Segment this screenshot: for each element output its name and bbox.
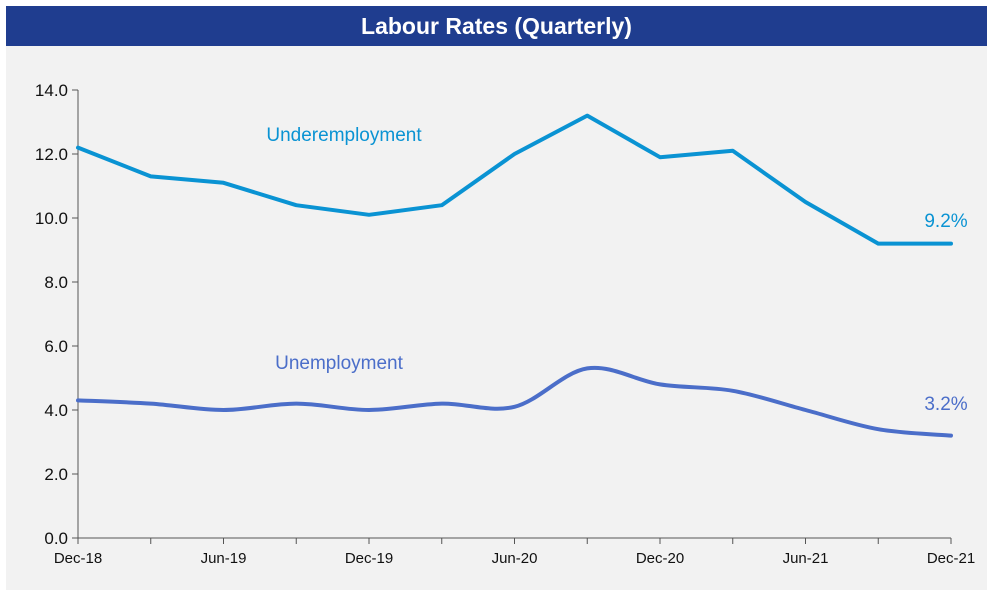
y-tick-label: 14.0 [35, 81, 68, 100]
x-tick-label: Jun-21 [783, 550, 829, 567]
x-tick-label: Jun-19 [201, 550, 247, 567]
y-tick-label: 8.0 [44, 273, 68, 292]
y-tick-label: 12.0 [35, 145, 68, 164]
x-tick-label: Dec-18 [54, 550, 102, 567]
unemployment-end-value-label: 3.2% [924, 394, 967, 415]
x-tick-label: Jun-20 [492, 550, 538, 567]
underemployment-point [876, 242, 880, 246]
y-tick-label: 10.0 [35, 209, 68, 228]
unemployment-point [949, 434, 953, 438]
chart-title-bar: Labour Rates (Quarterly) [6, 6, 987, 46]
underemployment-point [222, 181, 226, 185]
underemployment-point [440, 203, 444, 207]
underemployment-point [76, 146, 80, 150]
underemployment-point [804, 200, 808, 204]
x-tick-label: Dec-20 [636, 550, 684, 567]
underemployment-line [76, 113, 953, 246]
unemployment-point [149, 402, 153, 406]
unemployment-point [658, 382, 662, 386]
underemployment-end-value-label: 9.2% [924, 211, 967, 232]
x-tick-label: Dec-21 [927, 550, 975, 567]
unemployment-point [367, 408, 371, 412]
unemployment-series-label: Unemployment [275, 353, 403, 374]
underemployment-series-label: Underemployment [266, 125, 422, 146]
line-chart: 0.0 2.0 4.0 6.0 8.0 10.0 12.0 14.0 Dec-18 Jun-19 D… [35, 81, 975, 567]
unemployment-point [76, 398, 80, 402]
chart-panel: 0.0 2.0 4.0 6.0 8.0 10.0 12.0 14.0 Dec-18 Jun-19 D… [6, 46, 987, 590]
underemployment-point [513, 152, 517, 156]
y-tick-label: 4.0 [44, 401, 68, 420]
underemployment-point [949, 242, 953, 246]
unemployment-line [76, 365, 953, 438]
unemployment-point [513, 405, 517, 409]
x-tick-label: Dec-19 [345, 550, 393, 567]
underemployment-point [731, 149, 735, 153]
unemployment-point [294, 402, 298, 406]
unemployment-point [585, 366, 589, 370]
unemployment-point [731, 389, 735, 393]
y-tick-label: 6.0 [44, 337, 68, 356]
y-tick-label: 2.0 [44, 465, 68, 484]
chart-title: Labour Rates (Quarterly) [361, 12, 632, 39]
unemployment-point [440, 402, 444, 406]
underemployment-point [367, 213, 371, 217]
y-tick-label: 0.0 [44, 529, 68, 548]
underemployment-point [658, 155, 662, 159]
unemployment-point [876, 427, 880, 431]
underemployment-point [294, 203, 298, 207]
unemployment-point [222, 408, 226, 412]
underemployment-point [149, 174, 153, 178]
underemployment-point [585, 114, 589, 118]
unemployment-point [804, 408, 808, 412]
